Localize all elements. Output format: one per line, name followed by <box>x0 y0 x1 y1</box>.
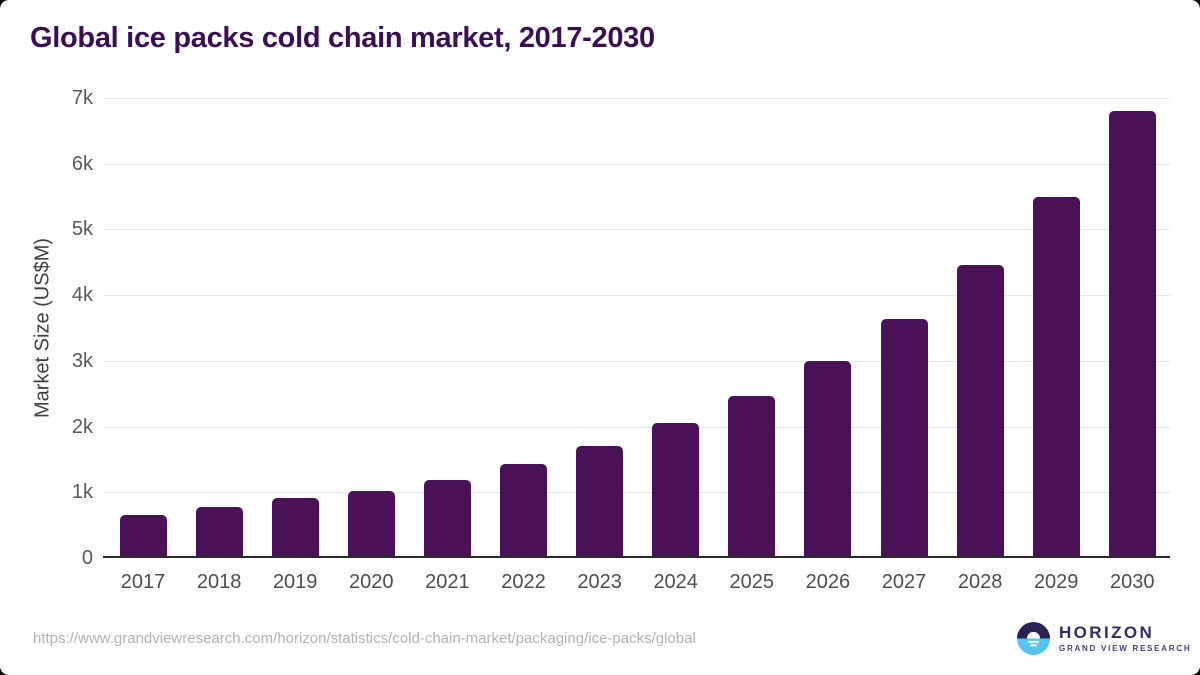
gridline-6k <box>103 163 1170 165</box>
x-tick-label-2024: 2024 <box>653 571 698 593</box>
bar-2020 <box>347 490 395 558</box>
bar-2024 <box>652 423 700 558</box>
gridline-7k <box>103 98 1170 99</box>
gridline-1k <box>103 492 1170 494</box>
bar-2019 <box>271 498 319 558</box>
y-tick-label-6k: 6k <box>71 152 93 175</box>
bar-2025 <box>728 396 776 558</box>
bar-2030 <box>1108 111 1156 558</box>
x-tick-label-2025: 2025 <box>729 571 775 593</box>
horizon-logo-icon <box>1017 622 1050 655</box>
chart-title: Global ice packs cold chain market, 2017… <box>30 22 655 54</box>
y-tick-label-2k: 2k <box>71 415 93 438</box>
bar-2017 <box>119 515 167 558</box>
bar-2026 <box>804 360 852 558</box>
x-tick-label-2030: 2030 <box>1110 571 1155 593</box>
x-axis-line <box>103 556 1170 558</box>
y-tick-label-4k: 4k <box>71 284 93 307</box>
gridline-4k <box>103 295 1170 297</box>
x-tick-label-2017: 2017 <box>120 571 166 593</box>
x-tick-label-2028: 2028 <box>957 571 1003 593</box>
x-tick-label-2023: 2023 <box>577 571 622 593</box>
bar-2018 <box>195 507 243 558</box>
y-tick-label-5k: 5k <box>71 218 93 241</box>
bar-2029 <box>1032 197 1080 558</box>
x-tick-label-2020: 2020 <box>349 571 394 593</box>
bar-2028 <box>956 264 1004 558</box>
horizon-logo: HORIZON GRAND VIEW RESEARCH <box>1017 622 1191 655</box>
horizon-logo-subtitle: GRAND VIEW RESEARCH <box>1059 644 1192 653</box>
x-tick-label-2018: 2018 <box>196 571 242 593</box>
bar-2022 <box>500 464 547 558</box>
bar-2021 <box>423 479 471 558</box>
x-tick-label-2022: 2022 <box>501 571 546 593</box>
y-axis-title: Market Size (US$M) <box>31 237 54 419</box>
y-tick-label-0: 0 <box>81 547 93 569</box>
y-tick-label-3k: 3k <box>71 349 93 372</box>
y-tick-label-7k: 7k <box>71 87 93 109</box>
x-tick-label-2019: 2019 <box>272 571 318 593</box>
gridline-2k <box>103 426 1170 428</box>
x-tick-label-2021: 2021 <box>425 571 470 593</box>
horizon-logo-name: HORIZON <box>1059 623 1155 642</box>
source-url: https://www.grandviewresearch.com/horizo… <box>33 630 696 647</box>
gridline-3k <box>103 360 1170 362</box>
gridline-5k <box>103 229 1170 231</box>
y-tick-label-1k: 1k <box>71 481 93 504</box>
bar-2023 <box>576 446 624 558</box>
x-tick-label-2027: 2027 <box>881 571 927 593</box>
bar-2027 <box>880 319 928 558</box>
x-tick-label-2029: 2029 <box>1033 571 1079 593</box>
x-tick-label-2026: 2026 <box>805 571 851 593</box>
horizon-logo-text: HORIZON GRAND VIEW RESEARCH <box>1059 624 1191 653</box>
